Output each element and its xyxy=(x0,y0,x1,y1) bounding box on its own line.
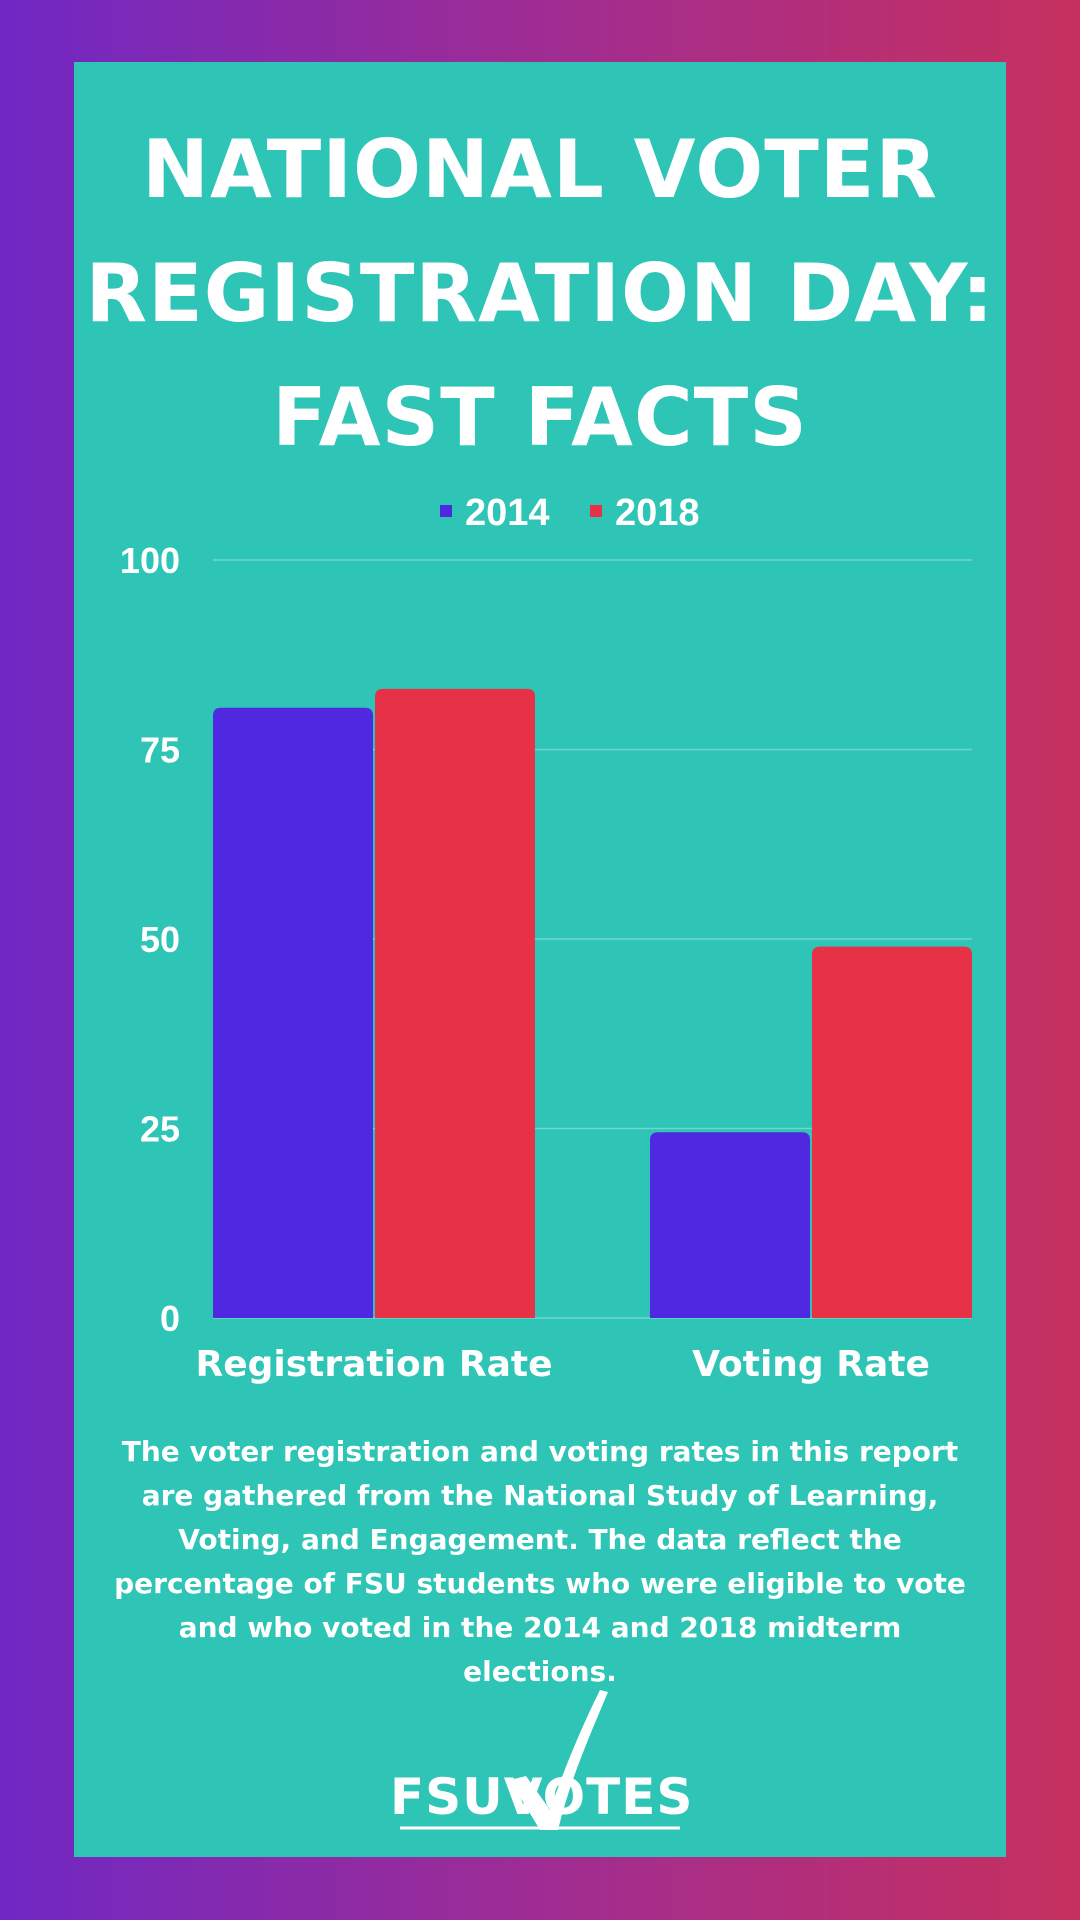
bar-2014-0 xyxy=(213,707,373,1318)
fsu-votes-logo: FSUVOTES xyxy=(390,1680,694,1840)
x-tick-label: Registration Rate xyxy=(195,1344,552,1385)
y-tick-label: 100 xyxy=(120,540,180,581)
logo-text: FSUVOTES xyxy=(390,1768,694,1826)
title-line-3: FAST FACTS xyxy=(272,371,808,464)
title-line-2: REGISTRATION DAY: xyxy=(85,247,995,340)
legend-label-2018: 2018 xyxy=(615,492,700,534)
y-tick-label: 50 xyxy=(140,919,180,960)
y-tick-label: 0 xyxy=(160,1298,180,1339)
y-tick-label: 25 xyxy=(140,1109,180,1150)
checkmark-icon xyxy=(510,1690,608,1830)
x-tick-label: Voting Rate xyxy=(692,1344,930,1385)
bar-2014-1 xyxy=(650,1132,810,1318)
title-line-1: NATIONAL VOTER xyxy=(141,123,939,216)
source-note: The voter registration and voting rates … xyxy=(114,1435,966,1688)
bar-2018-0 xyxy=(375,688,535,1318)
bar-chart: 0 25 50 75 100 Registration Rate Voting Rate 20… xyxy=(120,492,972,1385)
legend-label-2014: 2014 xyxy=(465,492,550,534)
legend-swatch-2014 xyxy=(440,505,452,517)
y-tick-label: 75 xyxy=(140,730,180,771)
logo-underline xyxy=(400,1826,680,1830)
bar-2018-1 xyxy=(812,946,972,1318)
legend-swatch-2018 xyxy=(590,505,602,517)
page-title: NATIONAL VOTER REGISTRATION DAY: FAST FA… xyxy=(74,108,1006,480)
